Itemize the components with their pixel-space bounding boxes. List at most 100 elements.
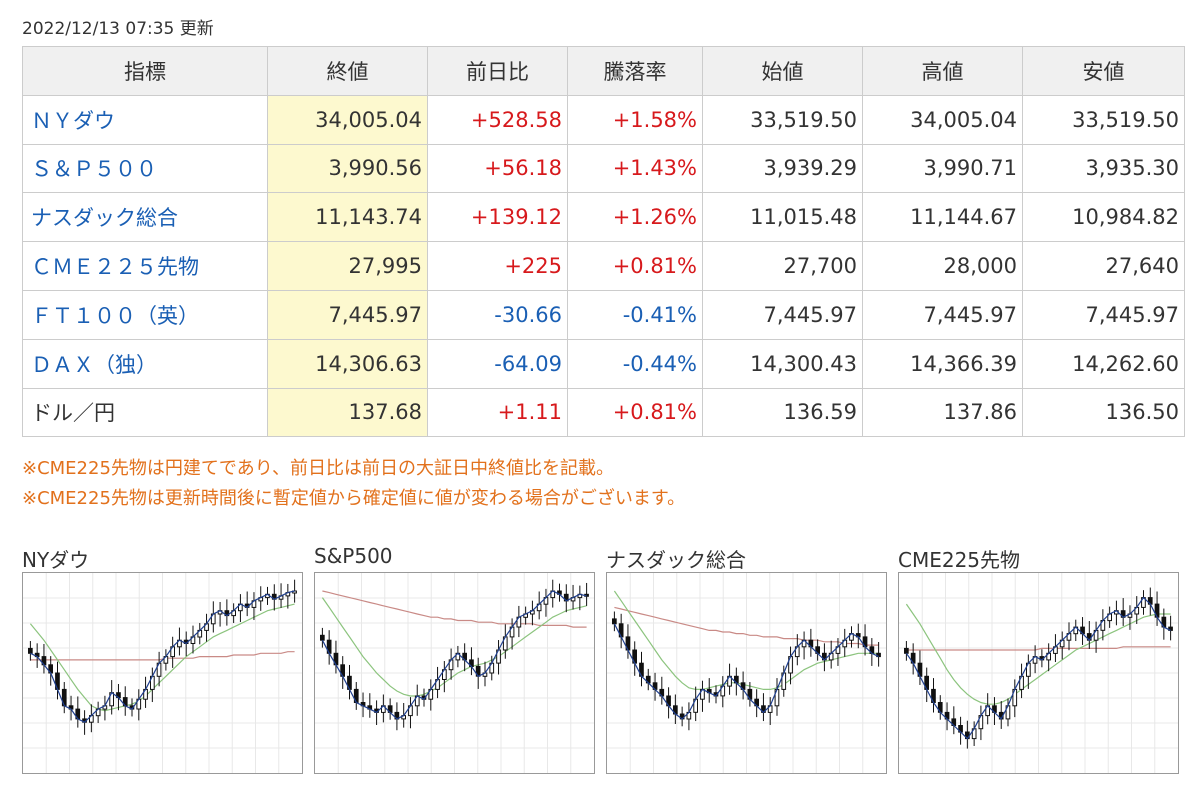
high-value: 28,000 bbox=[862, 241, 1023, 291]
long-ma-line bbox=[614, 606, 879, 646]
chart-cme225[interactable]: CME225先物 bbox=[898, 544, 1183, 774]
candle-body bbox=[904, 647, 909, 654]
open-value: 7,445.97 bbox=[702, 289, 863, 340]
table-row: ＤＡＸ（独） 14,306.63 -64.09 -0.44% 14,300.43 14,3… bbox=[22, 338, 1185, 389]
close-value: 27,995 bbox=[267, 241, 428, 291]
low-value: 3,935.30 bbox=[1022, 143, 1185, 194]
candle-body bbox=[320, 634, 325, 641]
short-ma-line bbox=[321, 597, 587, 697]
open-value: 136.59 bbox=[702, 387, 863, 438]
header-rate: 騰落率 bbox=[567, 46, 703, 96]
chart-sp500[interactable]: S&P500 bbox=[314, 544, 599, 774]
index-name-link[interactable]: ＣＭＥ２２５先物 bbox=[22, 241, 268, 291]
rate-value: +1.26% bbox=[567, 192, 703, 243]
header-change: 前日比 bbox=[427, 46, 568, 96]
mini-candle-chart bbox=[607, 573, 886, 773]
close-value: 14,306.63 bbox=[267, 338, 428, 389]
chart-title: NYダウ bbox=[22, 548, 90, 572]
index-name-link: ドル／円 bbox=[22, 387, 268, 438]
short-ma-line bbox=[613, 590, 879, 691]
mini-candle-chart bbox=[23, 573, 302, 773]
low-value: 14,262.60 bbox=[1022, 338, 1185, 389]
rate-value: +1.43% bbox=[567, 143, 703, 194]
short-ma-line bbox=[29, 603, 295, 712]
header-low: 安値 bbox=[1022, 46, 1185, 96]
open-value: 27,700 bbox=[702, 241, 863, 291]
price-line bbox=[30, 590, 295, 723]
table-row: ナスダック総合 11,143.74 +139.12 +1.26% 11,015.48 11… bbox=[22, 192, 1185, 243]
chart-ny-dow[interactable]: NYダウ bbox=[22, 544, 307, 774]
close-value: 11,143.74 bbox=[267, 192, 428, 243]
change-value: +1.11 bbox=[427, 387, 568, 438]
close-value: 34,005.04 bbox=[267, 94, 428, 145]
header-index: 指標 bbox=[22, 46, 268, 96]
chart-frame[interactable] bbox=[606, 572, 887, 774]
low-value: 7,445.97 bbox=[1022, 289, 1185, 340]
chart-frame[interactable] bbox=[898, 572, 1179, 774]
header-open: 始値 bbox=[702, 46, 863, 96]
high-value: 34,005.04 bbox=[862, 94, 1023, 145]
table-row: ＦＴ１００（英） 7,445.97 -30.66 -0.41% 7,445.97 7,44… bbox=[22, 289, 1185, 340]
high-value: 137.86 bbox=[862, 387, 1023, 438]
table-header-row: 指標 終値 前日比 騰落率 始値 高値 安値 bbox=[22, 46, 1185, 96]
rate-value: +0.81% bbox=[567, 241, 703, 291]
chart-title: ナスダック総合 bbox=[606, 548, 746, 572]
long-ma-line bbox=[322, 590, 587, 628]
rate-value: -0.41% bbox=[567, 289, 703, 340]
index-name-link[interactable]: ＦＴ１００（英） bbox=[22, 289, 268, 340]
low-value: 27,640 bbox=[1022, 241, 1185, 291]
index-name-link[interactable]: Ｓ＆Ｐ５００ bbox=[22, 143, 268, 194]
index-name-link[interactable]: ＮＹダウ bbox=[22, 94, 268, 145]
table-row: ＮＹダウ 34,005.04 +528.58 +1.58% 33,519.50 34,00… bbox=[22, 94, 1185, 145]
note-line: ※CME225先物は更新時間後に暫定値から確定値に値が変わる場合がございます。 bbox=[22, 488, 686, 509]
chart-nasdaq[interactable]: ナスダック総合 bbox=[606, 544, 891, 774]
low-value: 33,519.50 bbox=[1022, 94, 1185, 145]
candle-body bbox=[612, 618, 617, 625]
high-value: 11,144.67 bbox=[862, 192, 1023, 243]
change-value: +528.58 bbox=[427, 94, 568, 145]
mini-candle-chart bbox=[315, 573, 594, 773]
low-value: 136.50 bbox=[1022, 387, 1185, 438]
close-value: 3,990.56 bbox=[267, 143, 428, 194]
high-value: 7,445.97 bbox=[862, 289, 1023, 340]
open-value: 33,519.50 bbox=[702, 94, 863, 145]
index-name-link[interactable]: ナスダック総合 bbox=[22, 192, 268, 243]
table-row: ＣＭＥ２２５先物 27,995 +225 +0.81% 27,700 28,000 27,6… bbox=[22, 241, 1185, 291]
change-value: +139.12 bbox=[427, 192, 568, 243]
header-high: 高値 bbox=[862, 46, 1023, 96]
chart-frame[interactable] bbox=[314, 572, 595, 774]
table-row: ドル／円 137.68 +1.11 +0.81% 136.59 137.86 136.50 bbox=[22, 387, 1185, 438]
high-value: 3,990.71 bbox=[862, 143, 1023, 194]
long-ma-line bbox=[906, 646, 1171, 651]
change-value: -64.09 bbox=[427, 338, 568, 389]
index-name-link[interactable]: ＤＡＸ（独） bbox=[22, 338, 268, 389]
index-quote-table: 指標 終値 前日比 騰落率 始値 高値 安値 ＮＹダウ 34,005.04 +528… bbox=[22, 46, 1185, 438]
short-ma-line bbox=[905, 603, 1171, 705]
chart-title: S&P500 bbox=[314, 544, 393, 568]
chart-title: CME225先物 bbox=[898, 548, 1021, 572]
low-value: 10,984.82 bbox=[1022, 192, 1185, 243]
close-value: 7,445.97 bbox=[267, 289, 428, 340]
high-value: 14,366.39 bbox=[862, 338, 1023, 389]
notes: ※CME225先物は円建てであり、前日比は前日の大証日中終値比を記載。 ※CME… bbox=[22, 454, 685, 514]
rate-value: -0.44% bbox=[567, 338, 703, 389]
header-close: 終値 bbox=[267, 46, 428, 96]
candle-body bbox=[28, 647, 33, 654]
price-line bbox=[321, 590, 587, 720]
long-ma-line bbox=[30, 651, 295, 661]
open-value: 11,015.48 bbox=[702, 192, 863, 243]
chart-frame[interactable] bbox=[22, 572, 303, 774]
rate-value: +1.58% bbox=[567, 94, 703, 145]
rate-value: +0.81% bbox=[567, 387, 703, 438]
note-line: ※CME225先物は円建てであり、前日比は前日の大証日中終値比を記載。 bbox=[22, 458, 615, 479]
mini-candle-chart bbox=[899, 573, 1178, 773]
change-value: +225 bbox=[427, 241, 568, 291]
close-value: 137.68 bbox=[267, 387, 428, 438]
price-line bbox=[613, 623, 879, 720]
table-row: Ｓ＆Ｐ５００ 3,990.56 +56.18 +1.43% 3,939.29 3,990.… bbox=[22, 143, 1185, 194]
change-value: +56.18 bbox=[427, 143, 568, 194]
change-value: -30.66 bbox=[427, 289, 568, 340]
open-value: 3,939.29 bbox=[702, 143, 863, 194]
price-line bbox=[905, 596, 1171, 740]
open-value: 14,300.43 bbox=[702, 338, 863, 389]
